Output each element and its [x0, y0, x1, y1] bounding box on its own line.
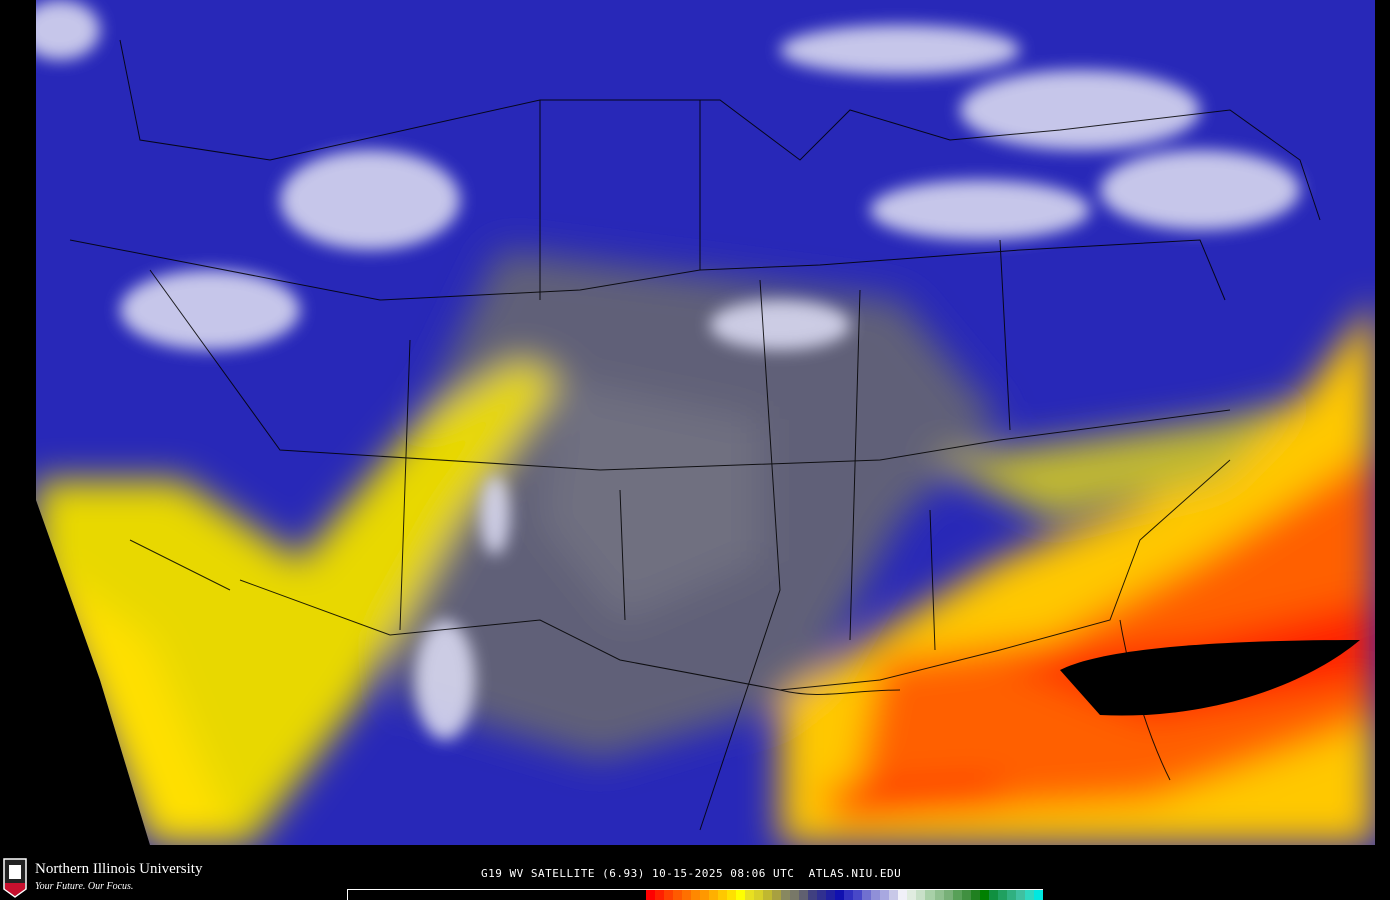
color-scale-swatch [727, 890, 737, 900]
water-vapor-satellite-map [36, 0, 1375, 845]
color-scale-swatch [673, 890, 683, 900]
color-scale-swatch [781, 890, 791, 900]
color-scale-bar [347, 889, 1043, 900]
color-scale-swatch [988, 890, 998, 900]
color-scale-swatch [736, 890, 746, 900]
university-tagline: Your Future. Our Focus. [35, 881, 134, 892]
color-scale-swatch [907, 890, 917, 900]
color-scale-swatch [709, 890, 719, 900]
color-scale-swatch [1006, 890, 1016, 900]
color-scale-swatch [835, 890, 845, 900]
color-scale-swatch [646, 890, 656, 900]
color-scale-swatch [790, 890, 800, 900]
color-scale-swatch [961, 890, 971, 900]
footer-bar: Northern Illinois University Your Future… [0, 845, 1390, 900]
color-scale-swatch [1015, 890, 1025, 900]
niu-shield-icon [3, 858, 27, 898]
color-scale-swatch [691, 890, 701, 900]
state-boundaries [69, 39, 1321, 831]
university-name: Northern Illinois University [35, 861, 203, 877]
niu-logo: Northern Illinois University Your Future… [2, 857, 232, 899]
color-scale-swatch [745, 890, 755, 900]
color-scale-swatch [763, 890, 773, 900]
color-scale-swatch [880, 890, 890, 900]
color-scale-swatch [1024, 890, 1034, 900]
color-scale-swatch [916, 890, 926, 900]
color-scale-swatch [808, 890, 818, 900]
color-scale-swatch [1033, 890, 1043, 900]
imagery [36, 0, 1375, 845]
color-scale-swatch [655, 890, 665, 900]
color-scale-swatch [898, 890, 908, 900]
color-scale-swatch [799, 890, 809, 900]
color-scale-swatch [970, 890, 980, 900]
color-scale-swatch [853, 890, 863, 900]
color-scale-swatch [772, 890, 782, 900]
color-scale-swatch [700, 890, 710, 900]
color-scale-swatch [979, 890, 989, 900]
color-scale-swatch [943, 890, 953, 900]
color-scale-swatch [934, 890, 944, 900]
color-scale-swatch [889, 890, 899, 900]
color-scale-swatch [871, 890, 881, 900]
color-scale-swatch [844, 890, 854, 900]
color-scale-swatch [826, 890, 836, 900]
color-scale-swatch [718, 890, 728, 900]
color-scale-swatch [952, 890, 962, 900]
color-scale-swatch [754, 890, 764, 900]
color-scale-swatch [997, 890, 1007, 900]
color-scale-swatch [664, 890, 674, 900]
color-scale-swatch [925, 890, 935, 900]
image-caption: G19 WV SATELLITE (6.93) 10-15-2025 08:06… [481, 867, 902, 880]
color-scale-swatch [817, 890, 827, 900]
color-scale-swatch [862, 890, 872, 900]
color-scale-swatch [682, 890, 692, 900]
